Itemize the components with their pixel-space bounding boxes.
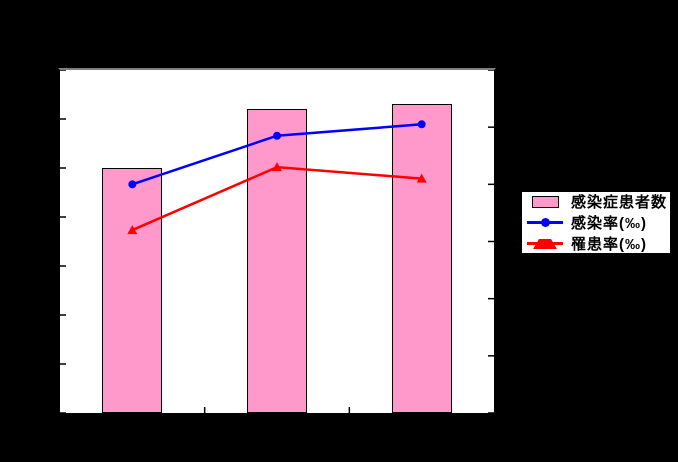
- legend-item-morbidity-rate: 罹患率(‰): [526, 233, 666, 254]
- legend-label-patient-count: 感染症患者数: [571, 194, 668, 211]
- blue-line-icon: [527, 218, 563, 227]
- bar-swatch-icon: [531, 195, 559, 208]
- red-line-icon: [527, 238, 563, 249]
- bar-category-2: [247, 109, 307, 413]
- circle-marker-icon: [540, 218, 550, 227]
- legend-item-patient-count: 感染症患者数: [526, 191, 666, 212]
- legend-label-infection-rate: 感染率(‰): [571, 215, 647, 232]
- legend-box: 感染症患者数 感染率(‰) 罹患率(‰): [520, 190, 672, 255]
- legend-item-infection-rate: 感染率(‰): [526, 212, 666, 233]
- legend-label-morbidity-rate: 罹患率(‰): [571, 236, 647, 253]
- triangle-marker-icon: [533, 238, 557, 249]
- bar-category-3: [391, 104, 452, 413]
- legend-key: [526, 218, 564, 227]
- legend-key: [526, 195, 564, 208]
- plot-area: [58, 68, 496, 415]
- bar-category-1: [102, 168, 163, 413]
- legend-key: [526, 238, 564, 249]
